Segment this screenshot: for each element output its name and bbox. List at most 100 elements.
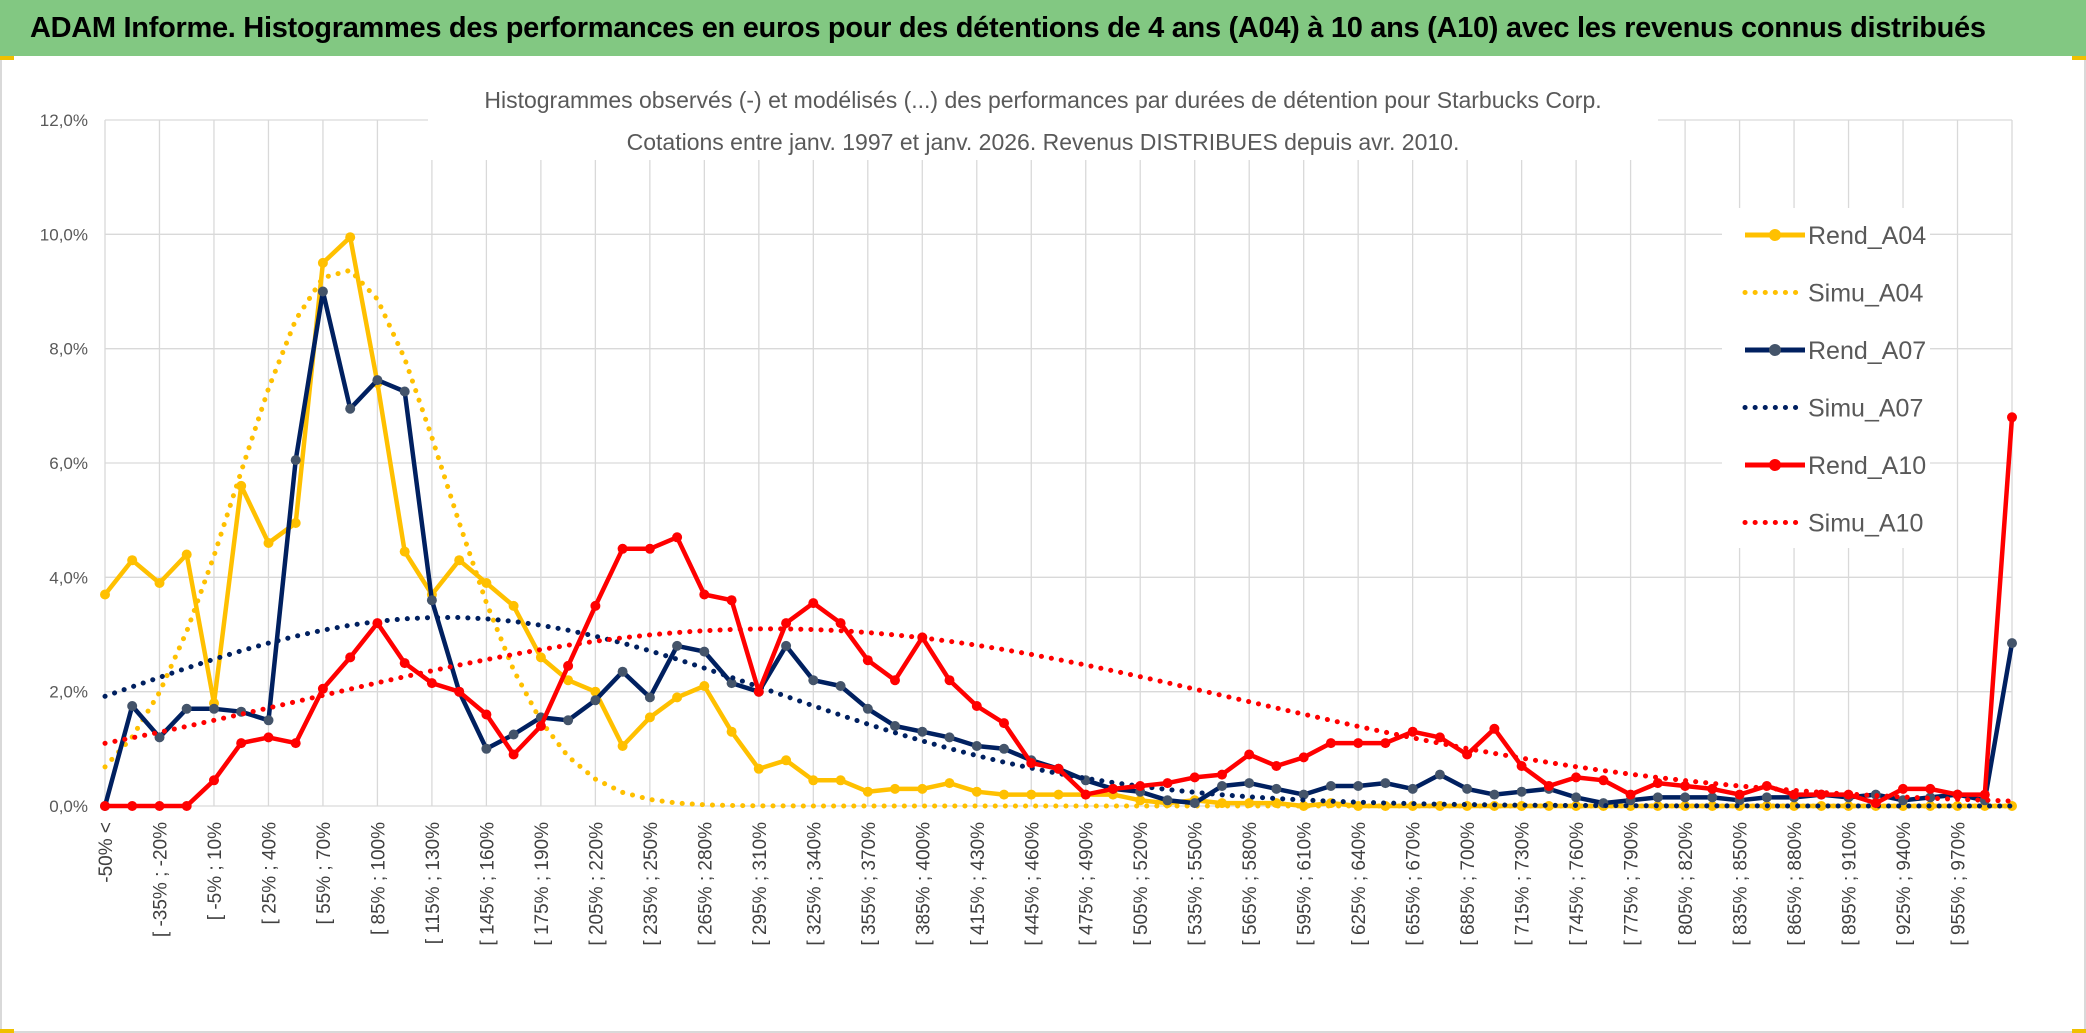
data-point [1680,781,1691,791]
data-point [1135,781,1146,791]
data-point [345,652,356,663]
series-simu_a10 [102,626,2015,804]
data-point [1680,792,1691,803]
x-tick-label: [ 775% ; 790% [1622,822,1643,946]
data-point [971,741,982,751]
x-tick-label: [ 175% ; 190% [532,822,553,946]
data-point [644,692,655,703]
series-line [102,615,2015,809]
data-point [835,775,846,786]
x-tick-label: [ 685% ; 700% [1458,822,1479,946]
data-point [971,786,982,797]
data-point [944,778,955,789]
data-point [971,701,982,711]
x-tick-label: [ 475% ; 490% [1077,822,1098,946]
data-point [1325,738,1336,749]
x-tick-label: [ 85% ; 100% [368,822,389,935]
data-point [1598,775,1609,786]
data-point [1162,795,1173,806]
data-point [753,763,764,774]
data-point [1434,769,1445,780]
data-point [454,555,465,566]
data-point [835,618,846,629]
data-point [154,732,165,743]
x-tick-label: [ 895% ; 910% [1840,822,1861,946]
data-point [862,655,873,666]
data-point [1625,789,1636,800]
y-tick-label: 8,0% [49,340,88,359]
data-point [1925,783,1936,794]
data-point [508,729,519,740]
data-point [699,646,710,657]
x-tick-label: -50% < [96,822,117,883]
data-point [2007,412,2017,423]
data-point [1407,783,1418,794]
x-tick-label: [ 865% ; 880% [1785,822,1806,946]
x-tick-label: [ 535% ; 550% [1186,822,1207,946]
data-point [317,286,328,297]
legend-background [1722,208,1930,548]
x-tick-label: [ 955% ; 970% [1949,822,1970,946]
data-point [808,675,819,686]
y-tick-label: 2,0% [49,683,88,702]
frame-corner-top-left [0,56,14,60]
data-point [672,692,683,703]
data-point [672,532,683,543]
data-point [1325,781,1336,791]
data-point [1053,763,1064,774]
data-point [1571,792,1582,803]
data-point [563,715,574,726]
data-point [617,666,628,677]
data-point [1979,789,1990,800]
x-tick-label: [ 505% ; 520% [1131,822,1152,946]
data-point [1434,732,1445,743]
data-point [862,703,873,714]
x-tick-label: [ 55% ; 70% [314,822,335,925]
x-tick-label: [ 715% ; 730% [1513,822,1534,946]
data-point [699,681,710,691]
x-tick-label: [ 445% ; 460% [1022,822,1043,946]
chart-title: Histogrammes observés (-) et modélisés (… [484,87,1601,113]
data-point [1462,783,1473,794]
data-point [263,732,274,743]
data-point [644,543,655,554]
x-tick-label: [ 805% ; 820% [1676,822,1697,946]
y-axis: 0,0% 2,0% 4,0% 6,0% 8,0% 10,0% 12,0% [40,111,88,816]
x-tick-label: [ 355% ; 370% [859,822,880,946]
data-point [699,589,710,600]
data-point [1380,778,1391,789]
x-tick-label: [ 295% ; 310% [750,822,771,946]
data-point [726,595,737,606]
chart-legend: Rend_A04 Simu_A04 Rend_A07 Simu_A07 Rend_A10… [1742,222,1926,538]
legend-label: Simu_A07 [1808,395,1923,423]
data-point [1189,798,1200,809]
data-point [1870,798,1881,809]
data-point [100,589,110,600]
data-point [181,703,192,714]
chart-series [100,232,2017,811]
data-point [1162,778,1173,789]
data-point [181,549,192,560]
data-point [1271,761,1282,771]
data-point [127,801,138,811]
legend-label: Rend_A07 [1808,337,1926,365]
data-point [781,640,792,651]
data-point [1652,792,1663,803]
data-point [1516,761,1527,771]
data-point [290,455,301,466]
data-point [1407,726,1418,737]
data-point [781,618,792,629]
x-tick-label: [ 205% ; 220% [586,822,607,946]
data-point [781,755,792,766]
x-tick-label: [ 835% ; 850% [1731,822,1752,946]
data-point [481,709,492,720]
data-point [1489,723,1500,734]
data-point [209,775,219,786]
x-tick-label: [ 745% ; 760% [1567,822,1588,946]
data-point [999,743,1009,754]
frame-corner-top-right [2072,56,2086,60]
data-point [1734,789,1745,800]
legend-item-simu_a10: Simu_A10 [1742,510,1923,538]
legend-marker [1769,229,1781,241]
data-point [1244,749,1255,760]
